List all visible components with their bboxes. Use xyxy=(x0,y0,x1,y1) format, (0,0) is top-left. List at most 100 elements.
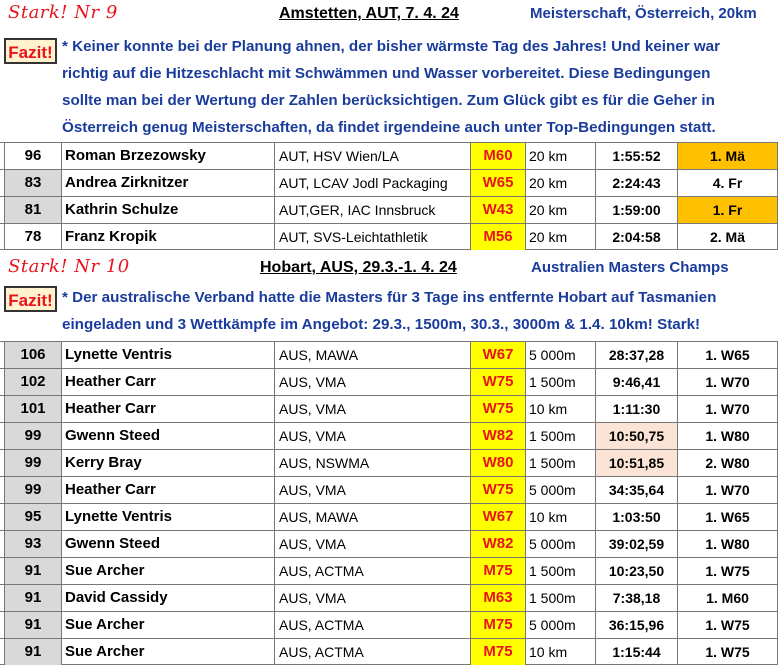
table-row: 91 Sue Archer AUS, ACTMA M75 5 000m 36:15,96 1… xyxy=(0,611,778,638)
fazit-line: sollte man bei der Wertung der Zahlen be… xyxy=(62,92,715,109)
fazit-line: eingeladen und 3 Wettkämpfe im Angebot: … xyxy=(62,316,701,333)
age-class-cell: W82 xyxy=(470,531,525,557)
fazit-label: Fazit! xyxy=(4,286,57,312)
time-cell: 1:59:00 xyxy=(595,197,677,223)
placing-cell: 1. W75 xyxy=(677,558,778,584)
distance-cell: 20 km xyxy=(525,170,595,196)
placing-cell: 1. W70 xyxy=(677,477,778,503)
points-cell: 91 xyxy=(4,585,61,611)
time-cell: 1:03:50 xyxy=(595,504,677,530)
distance-cell: 1 500m xyxy=(525,423,595,449)
time-cell: 10:50,75 xyxy=(595,423,677,449)
club-cell: AUS, VMA xyxy=(274,369,470,395)
athlete-name-cell: Kerry Bray xyxy=(61,450,274,476)
club-cell: AUT,GER, IAC Innsbruck xyxy=(274,197,470,223)
points-cell: 99 xyxy=(4,423,61,449)
placing-cell: 1. W65 xyxy=(677,342,778,368)
placing-cell: 1. Mä xyxy=(677,143,778,169)
athlete-name-cell: Heather Carr xyxy=(61,369,274,395)
table-row: 99 Kerry Bray AUS, NSWMA W80 1 500m 10:51,85 2… xyxy=(0,449,778,476)
table-row: 99 Heather Carr AUS, VMA W75 5 000m 34:35,64 1… xyxy=(0,476,778,503)
placing-cell: 1. W80 xyxy=(677,531,778,557)
fazit-line: * Der australische Verband hatte die Mas… xyxy=(62,289,717,306)
placing-cell: 1. W65 xyxy=(677,504,778,530)
placing-cell: 1. W75 xyxy=(677,612,778,638)
age-class-cell: M75 xyxy=(470,558,525,584)
table-row: 96 Roman Brzezowsky AUT, HSV Wien/LA M60 20 … xyxy=(0,142,778,169)
time-cell: 34:35,64 xyxy=(595,477,677,503)
points-cell: 78 xyxy=(4,224,61,250)
age-class-cell: W82 xyxy=(470,423,525,449)
athlete-name-cell: Roman Brzezowsky xyxy=(61,143,274,169)
table-row: 81 Kathrin Schulze AUT,GER, IAC Innsbruck W… xyxy=(0,196,778,223)
club-cell: AUS, ACTMA xyxy=(274,612,470,638)
age-class-cell: M60 xyxy=(470,143,525,169)
athlete-name-cell: Franz Kropik xyxy=(61,224,274,250)
time-cell: 1:11:30 xyxy=(595,396,677,422)
distance-cell: 5 000m xyxy=(525,477,595,503)
age-class-cell: M75 xyxy=(470,639,525,665)
athlete-name-cell: Lynette Ventris xyxy=(61,342,274,368)
points-cell: 95 xyxy=(4,504,61,530)
points-cell: 83 xyxy=(4,170,61,196)
table-row: 83 Andrea Zirknitzer AUT, LCAV Jodl Packag… xyxy=(0,169,778,196)
points-cell: 99 xyxy=(4,450,61,476)
club-cell: AUS, NSWMA xyxy=(274,450,470,476)
age-class-cell: W80 xyxy=(470,450,525,476)
athlete-name-cell: Heather Carr xyxy=(61,477,274,503)
time-cell: 10:23,50 xyxy=(595,558,677,584)
time-cell: 1:15:44 xyxy=(595,639,677,665)
athlete-name-cell: Heather Carr xyxy=(61,396,274,422)
table-row: 78 Franz Kropik AUT, SVS-Leichtathletik M56… xyxy=(0,223,778,250)
placing-cell: 1. W70 xyxy=(677,369,778,395)
table-row: 106 Lynette Ventris AUS, MAWA W67 5 000m 28:3… xyxy=(0,341,778,368)
club-cell: AUT, LCAV Jodl Packaging xyxy=(274,170,470,196)
points-cell: 91 xyxy=(4,612,61,638)
event-info: Australien Masters Champs xyxy=(531,259,729,276)
event-title: Hobart, AUS, 29.3.-1. 4. 24 xyxy=(260,259,457,276)
distance-cell: 1 500m xyxy=(525,558,595,584)
club-cell: AUS, VMA xyxy=(274,531,470,557)
points-cell: 102 xyxy=(4,369,61,395)
table-row: 95 Lynette Ventris AUS, MAWA W67 10 km 1:03:5… xyxy=(0,503,778,530)
age-class-cell: W75 xyxy=(470,477,525,503)
points-cell: 91 xyxy=(4,639,61,665)
time-cell: 28:37,28 xyxy=(595,342,677,368)
fazit-line: Österreich genug Meisterschaften, da fin… xyxy=(62,119,716,136)
table-row: 93 Gwenn Steed AUS, VMA W82 5 000m 39:02,59 1.… xyxy=(0,530,778,557)
age-class-cell: M56 xyxy=(470,224,525,250)
points-cell: 81 xyxy=(4,197,61,223)
distance-cell: 20 km xyxy=(525,197,595,223)
age-class-cell: W65 xyxy=(470,170,525,196)
distance-cell: 1 500m xyxy=(525,585,595,611)
athlete-name-cell: David Cassidy xyxy=(61,585,274,611)
time-cell: 36:15,96 xyxy=(595,612,677,638)
distance-cell: 20 km xyxy=(525,143,595,169)
age-class-cell: M63 xyxy=(470,585,525,611)
athlete-name-cell: Andrea Zirknitzer xyxy=(61,170,274,196)
distance-cell: 10 km xyxy=(525,396,595,422)
club-cell: AUS, ACTMA xyxy=(274,558,470,584)
table-row: 91 Sue Archer AUS, ACTMA M75 10 km 1:15:44 1. … xyxy=(0,638,778,665)
age-class-cell: W43 xyxy=(470,197,525,223)
athlete-name-cell: Sue Archer xyxy=(61,558,274,584)
time-cell: 2:24:43 xyxy=(595,170,677,196)
club-cell: AUS, VMA xyxy=(274,477,470,503)
distance-cell: 10 km xyxy=(525,504,595,530)
time-cell: 2:04:58 xyxy=(595,224,677,250)
age-class-cell: W75 xyxy=(470,396,525,422)
table-row: 101 Heather Carr AUS, VMA W75 10 km 1:11:30 1.… xyxy=(0,395,778,422)
section-header-2: Stark! Nr 10 Hobart, AUS, 29.3.-1. 4. 24… xyxy=(0,254,783,282)
points-cell: 101 xyxy=(4,396,61,422)
points-cell: 96 xyxy=(4,143,61,169)
distance-cell: 1 500m xyxy=(525,450,595,476)
time-cell: 7:38,18 xyxy=(595,585,677,611)
distance-cell: 5 000m xyxy=(525,531,595,557)
fazit-label: Fazit! xyxy=(4,38,57,64)
placing-cell: 1. W80 xyxy=(677,423,778,449)
club-cell: AUT, SVS-Leichtathletik xyxy=(274,224,470,250)
placing-cell: 2. Mä xyxy=(677,224,778,250)
placing-cell: 1. W75 xyxy=(677,639,778,665)
placing-cell: 1. W70 xyxy=(677,396,778,422)
